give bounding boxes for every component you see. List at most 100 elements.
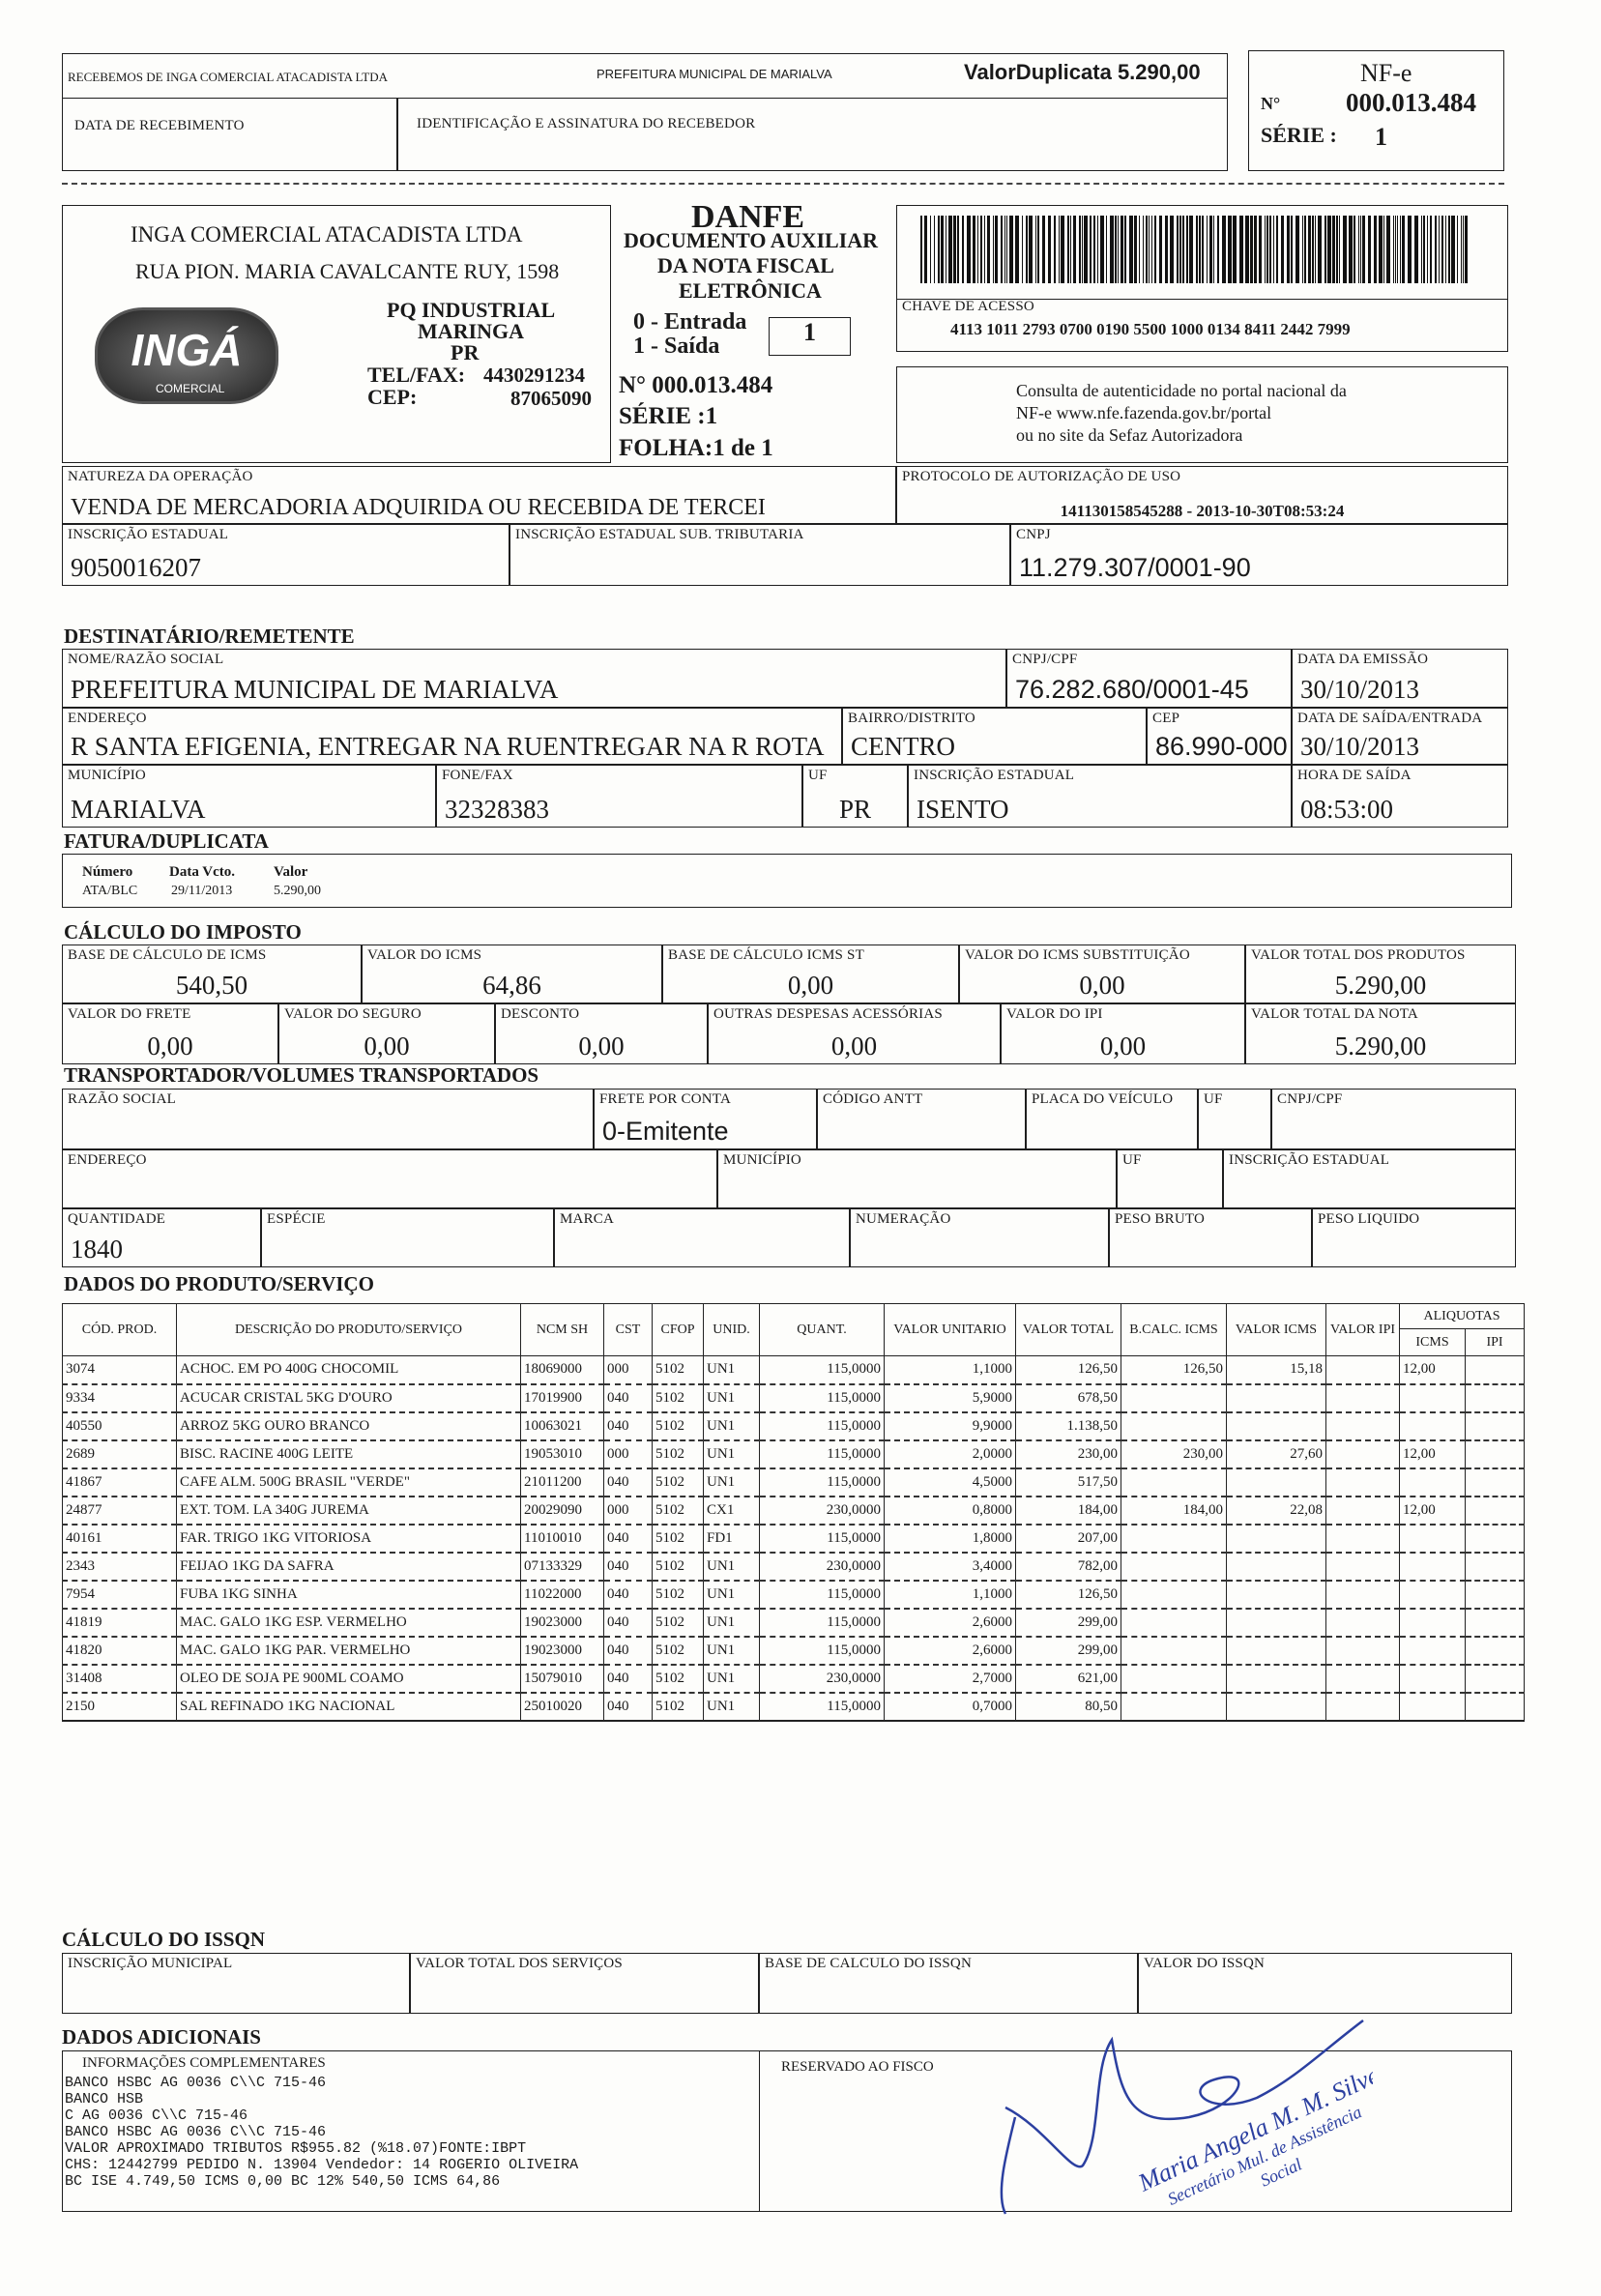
barcode-bar [1276, 216, 1278, 283]
table-row: 2689 BISC. RACINE 400G LEITE 19053010 000 51… [62, 1439, 1526, 1469]
transp-qtd-field: QUANTIDADE 1840 [62, 1208, 261, 1267]
barcode-bar [1070, 216, 1071, 283]
transp-heading: TRANSPORTADOR/VOLUMES TRANSPORTADOS [64, 1063, 539, 1087]
barcode-bar [1339, 216, 1340, 283]
table-cell [1226, 1468, 1326, 1497]
dest-ie-field: INSCRIÇÃO ESTADUAL ISENTO [908, 765, 1292, 828]
dest-saida-field-label: DATA DE SAÍDA/ENTRADA [1297, 711, 1483, 726]
table-cell: FAR. TRIGO 1KG VITORIOSA [176, 1524, 521, 1554]
table-cell: 5102 [652, 1664, 704, 1694]
barcode [920, 216, 1468, 283]
receipt-date-field[interactable]: DATA DE RECEBIMENTO [62, 98, 398, 171]
table-cell: 0,7000 [884, 1692, 1016, 1722]
dest-ie-field-value: ISENTO [917, 795, 1009, 824]
receipt-signature-field[interactable]: IDENTIFICAÇÃO E ASSINATURA DO RECEBEDOR [396, 98, 1228, 171]
frete-field: VALOR DO FRETE 0,00 [62, 1003, 278, 1064]
transp-placa-field-label: PLACA DO VEÍCULO [1032, 1091, 1174, 1107]
table-cell: 115,0000 [759, 1468, 885, 1497]
table-cell: UN1 [703, 1383, 760, 1413]
table-cell: 230,0000 [759, 1552, 885, 1582]
table-cell: 31408 [62, 1664, 177, 1694]
col-cfop: CFOP [652, 1303, 704, 1356]
dest-uf-field: UF PR [802, 765, 908, 828]
barcode-bar [948, 216, 952, 283]
table-cell: 18069000 [520, 1355, 604, 1385]
table-cell [1226, 1383, 1326, 1413]
barcode-bar [1159, 216, 1162, 283]
barcode-bar [1084, 216, 1088, 283]
table-cell: 115,0000 [759, 1524, 885, 1554]
col-aliq-icms: ICMS [1399, 1328, 1466, 1356]
table-cell: 1,1000 [884, 1355, 1016, 1385]
table-cell: 5102 [652, 1636, 704, 1666]
barcode-bar [1037, 216, 1039, 283]
table-cell [1121, 1383, 1227, 1413]
table-cell [1226, 1411, 1326, 1441]
danfe-folha: FOLHA:1 de 1 [619, 435, 773, 461]
barcode-bar [1090, 216, 1092, 283]
transp-ie-field-label: INSCRIÇÃO ESTADUAL [1229, 1152, 1390, 1168]
table-cell: SAL REFINADO 1KG NACIONAL [176, 1692, 521, 1722]
table-cell [1226, 1664, 1326, 1694]
barcode-bar [995, 216, 998, 283]
table-cell [1325, 1355, 1400, 1385]
barcode-bar [1079, 216, 1081, 283]
dest-hora-field-value: 08:53:00 [1300, 795, 1394, 824]
barcode-bar [1165, 216, 1168, 283]
table-cell: 2343 [62, 1552, 177, 1582]
table-cell [1464, 1552, 1526, 1582]
transp-qtd-field-label: QUANTIDADE [68, 1211, 166, 1227]
transp-especie-field: ESPÉCIE [261, 1208, 554, 1267]
barcode-bar [1009, 216, 1013, 283]
table-cell: UN1 [703, 1664, 760, 1694]
barcode-bar [1154, 216, 1156, 283]
col-bcalc: B.CALC. ICMS [1121, 1303, 1227, 1356]
barcode-bar [993, 216, 994, 283]
table-row: 40550 ARROZ 5KG OURO BRANCO 10063021 040 510… [62, 1411, 1526, 1441]
barcode-bar [1146, 216, 1148, 283]
barcode-bar [1259, 216, 1262, 283]
barcode-bar [1315, 216, 1316, 283]
barcode-bar [1360, 216, 1361, 283]
issqn-valor-field: VALOR DO ISSQN [1138, 1953, 1512, 2014]
table-cell: 040 [603, 1552, 653, 1582]
transp-uf-field: UF [1198, 1089, 1271, 1149]
barcode-bar [1393, 216, 1394, 283]
table-cell [1399, 1608, 1466, 1638]
col-cod: CÓD. PROD. [62, 1303, 177, 1356]
barcode-bar [1448, 216, 1450, 283]
fisco-label: RESERVADO AO FISCO [781, 2059, 934, 2075]
barcode-bar [1421, 216, 1422, 283]
emitter-tel: 4430291234 [483, 363, 585, 387]
danfe-subtitle-3: ELETRÔNICA [679, 278, 822, 303]
barcode-bar [1408, 216, 1412, 283]
barcode-bar [920, 216, 922, 283]
chave-value: 4113 1011 2793 0700 0190 5500 1000 0134 … [950, 320, 1351, 338]
barcode-bar [1332, 216, 1335, 283]
table-cell [1121, 1580, 1227, 1610]
desconto-field: DESCONTO 0,00 [495, 1003, 708, 1064]
danfe-tipo-box: 1 [769, 317, 851, 356]
barcode-bar [1457, 216, 1458, 283]
chave-label: CHAVE DE ACESSO [902, 299, 1034, 314]
bc-st-field-label: BASE DE CÁLCULO ICMS ST [668, 947, 864, 963]
table-cell [1121, 1664, 1227, 1694]
table-cell: 2150 [62, 1692, 177, 1722]
table-cell: UN1 [703, 1439, 760, 1469]
transp-frete-field-value: 0-Emitente [602, 1117, 729, 1146]
barcode-bar [1115, 216, 1117, 283]
table-cell: 80,50 [1015, 1692, 1121, 1722]
barcode-bar [1082, 216, 1083, 283]
barcode-bar [1354, 216, 1355, 283]
table-cell [1464, 1664, 1526, 1694]
table-cell: 19053010 [520, 1439, 604, 1469]
barcode-bar [1386, 216, 1390, 283]
dest-nome-field: NOME/RAZÃO SOCIAL PREFEITURA MUNICIPAL DE… [62, 649, 1006, 708]
table-cell [1121, 1524, 1227, 1554]
barcode-bar [1015, 216, 1019, 283]
table-cell: 126,50 [1015, 1580, 1121, 1610]
barcode-bar [962, 216, 964, 283]
col-cst: CST [603, 1303, 653, 1356]
table-cell [1226, 1552, 1326, 1582]
nfe-number: 000.013.484 [1346, 88, 1476, 117]
